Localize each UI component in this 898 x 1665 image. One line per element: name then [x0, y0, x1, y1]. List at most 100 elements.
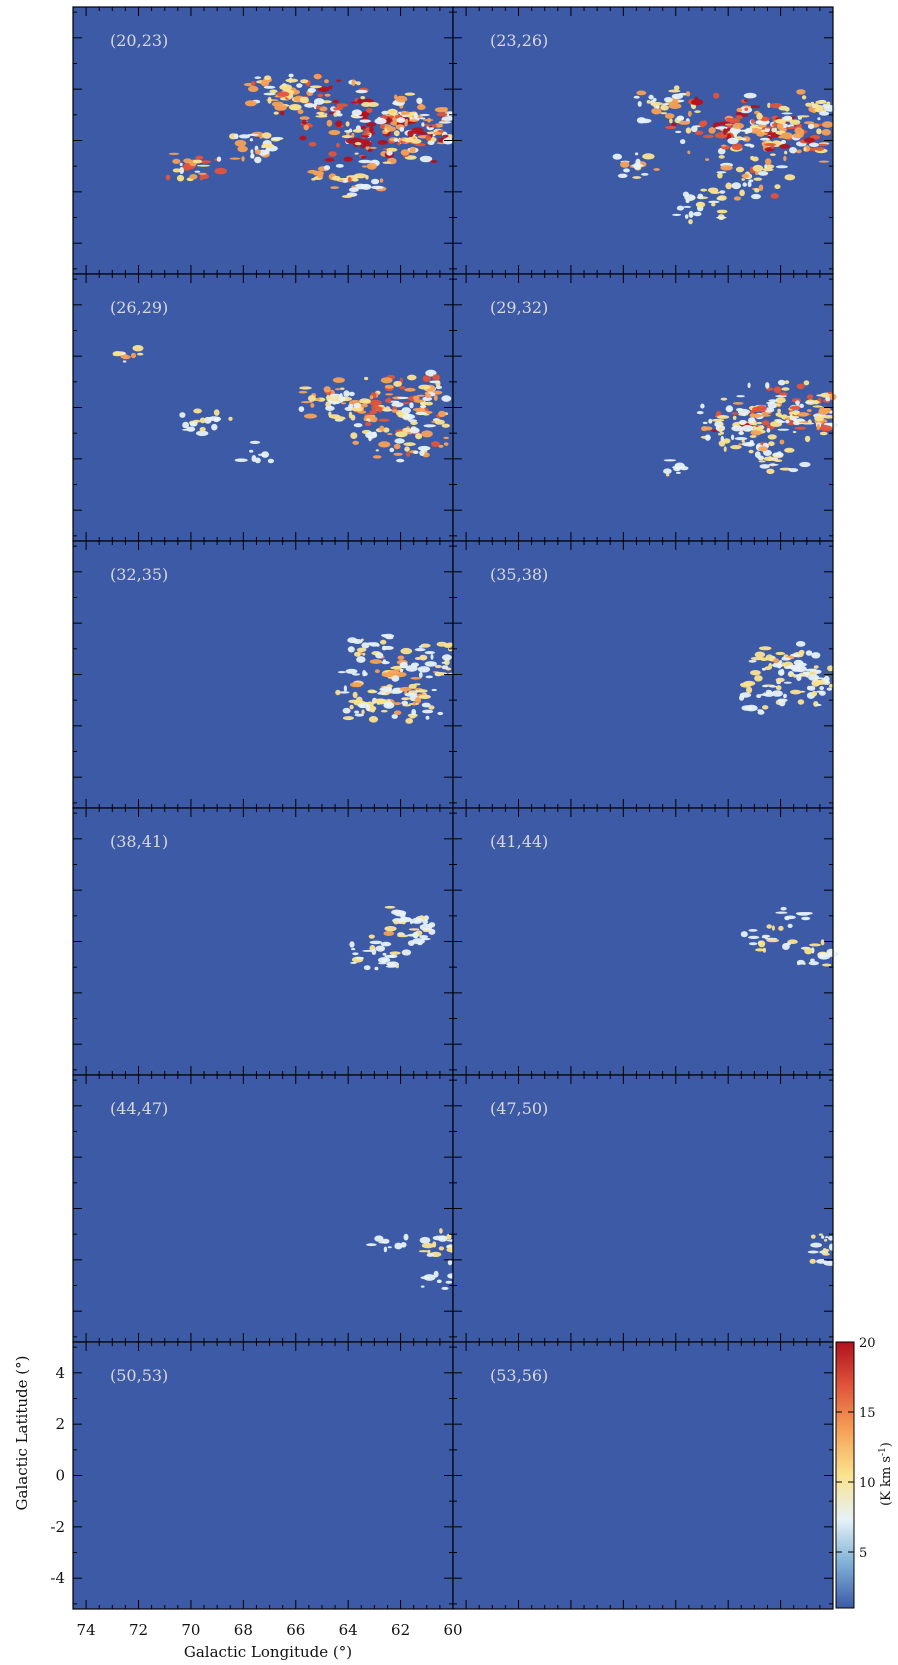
emission-blob: [369, 410, 378, 415]
emission-blob: [364, 415, 375, 419]
channel-panel: (50,53) 74 72 70 68 66 64 62 60 4 2 0 -2 -4: [50, 1341, 463, 1639]
emission-blob: [444, 658, 450, 666]
emission-blob: [826, 687, 833, 691]
emission-blob: [813, 103, 819, 108]
emission-blob: [405, 718, 414, 724]
channel-panel: (26,29): [72, 273, 454, 542]
emission-blob: [775, 165, 789, 169]
x-tick-label: 60: [443, 1621, 462, 1639]
emission-blob: [374, 117, 387, 125]
emission-blob: [361, 155, 367, 159]
emission-blob: [711, 418, 725, 422]
emission-blob: [792, 430, 797, 434]
emission-blob: [396, 458, 405, 463]
channel-panel: (29,32): [452, 273, 838, 542]
emission-blob: [298, 390, 308, 394]
emission-blob: [446, 642, 455, 647]
emission-blob: [384, 384, 394, 389]
emission-blob: [179, 167, 185, 174]
emission-blob: [375, 652, 384, 659]
emission-blob: [385, 398, 392, 403]
emission-blob: [372, 455, 382, 459]
colorbar-tick-label: 10: [859, 1476, 876, 1491]
emission-blob: [749, 413, 757, 417]
emission-blob: [445, 1280, 453, 1284]
emission-blob: [196, 164, 210, 167]
emission-blob: [369, 126, 374, 133]
emission-blob: [380, 639, 387, 645]
emission-blob: [417, 689, 428, 693]
emission-blob: [429, 380, 440, 384]
emission-blob: [357, 410, 367, 414]
emission-blob: [758, 446, 768, 452]
emission-blob: [349, 941, 355, 948]
emission-blob: [354, 152, 359, 155]
emission-blob: [395, 964, 399, 969]
emission-blob: [317, 172, 324, 179]
emission-blob: [421, 1242, 435, 1249]
emission-blob: [381, 1238, 390, 1244]
emission-blob: [381, 686, 392, 692]
emission-blob: [738, 431, 744, 436]
emission-blob: [409, 716, 416, 719]
emission-blob: [796, 149, 802, 154]
emission-blob: [399, 661, 408, 669]
panel-ticks: [452, 274, 834, 541]
emission-blob: [211, 423, 218, 431]
emission-blob: [742, 182, 747, 187]
emission-blob: [744, 99, 748, 102]
emission-blob: [724, 123, 733, 126]
emission-blob: [696, 202, 704, 207]
emission-blob: [720, 165, 733, 171]
emission-blob: [258, 453, 263, 456]
emission-clumps: [165, 73, 457, 198]
emission-blob: [380, 377, 393, 384]
emission-blob: [383, 1246, 388, 1253]
emission-blob: [805, 102, 812, 107]
emission-blob: [400, 149, 410, 156]
emission-blob: [694, 125, 701, 128]
emission-blob: [348, 187, 359, 192]
velocity-range-label: (50,53): [110, 1366, 168, 1385]
emission-blob: [361, 135, 370, 138]
emission-blob: [392, 101, 401, 105]
emission-blob: [442, 134, 449, 138]
emission-blob: [828, 1243, 835, 1251]
emission-blob: [317, 86, 330, 92]
emission-blob: [805, 668, 817, 672]
emission-blob: [385, 406, 391, 412]
emission-blob: [754, 675, 763, 682]
emission-blob: [762, 705, 769, 710]
emission-blob: [816, 423, 820, 430]
emission-blob: [703, 426, 713, 431]
emission-blob: [315, 105, 321, 110]
emission-blob: [417, 407, 421, 413]
emission-blob: [323, 386, 331, 393]
emission-blob: [818, 160, 830, 163]
emission-blob: [370, 707, 376, 713]
emission-blob: [336, 142, 340, 148]
emission-blob: [249, 138, 254, 142]
emission-blob: [817, 117, 821, 121]
emission-blob: [633, 95, 640, 99]
emission-blob: [400, 912, 406, 919]
emission-blob: [362, 949, 375, 952]
emission-blob: [383, 931, 395, 936]
emission-blob: [778, 925, 784, 931]
emission-blob: [336, 105, 344, 111]
emission-blob: [775, 403, 781, 406]
x-tick-label: 68: [234, 1621, 253, 1639]
emission-blob: [383, 702, 395, 709]
emission-blob: [367, 102, 379, 107]
emission-blob: [441, 661, 447, 664]
emission-blob: [804, 401, 814, 404]
emission-blob: [819, 111, 830, 116]
emission-blob: [418, 1250, 429, 1253]
emission-blob: [765, 689, 772, 694]
emission-blob: [612, 153, 622, 160]
emission-blob: [741, 425, 754, 432]
emission-blob: [369, 659, 383, 664]
emission-blob: [761, 934, 771, 938]
emission-blob: [341, 396, 346, 402]
emission-blob: [370, 185, 384, 190]
